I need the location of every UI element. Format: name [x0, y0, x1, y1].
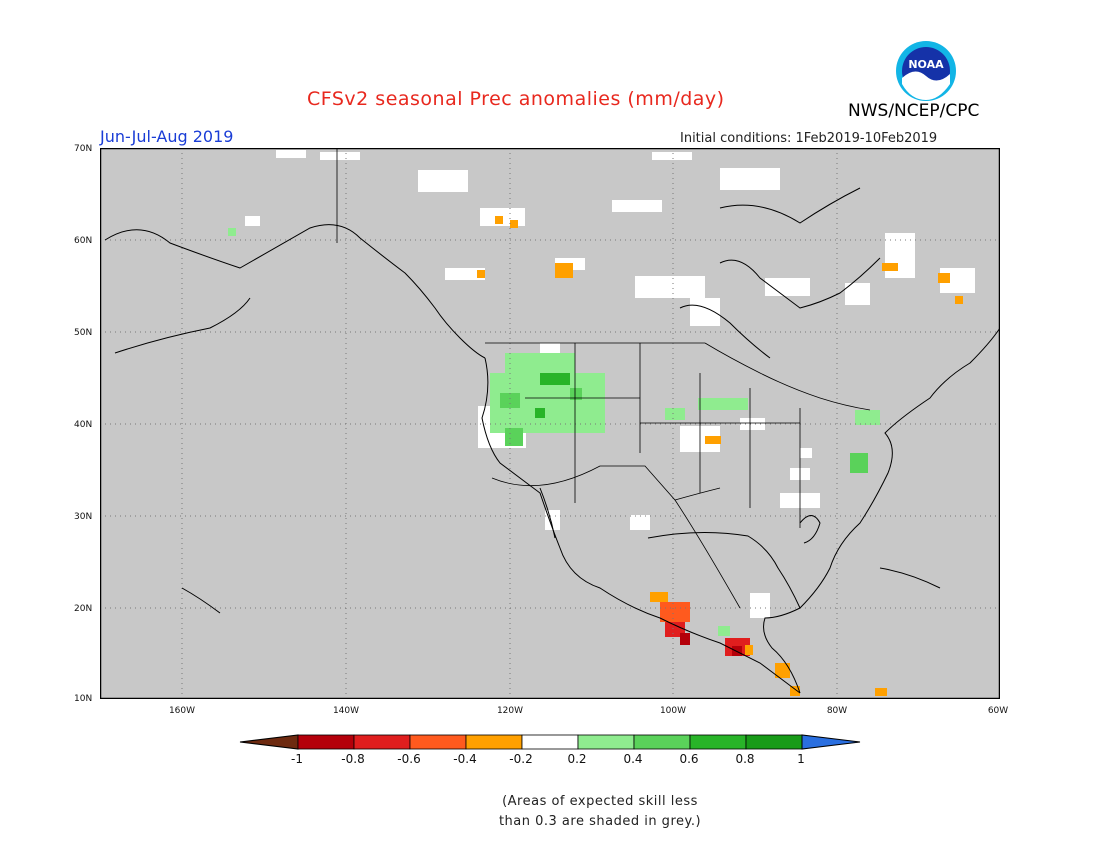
lat-label-50n: 50N — [74, 328, 93, 338]
colorbar-swatch — [577, 734, 635, 750]
lat-label-20n: 20N — [74, 604, 93, 614]
noaa-logo: NOAA — [896, 41, 956, 101]
positive-anomaly-patches — [228, 228, 880, 636]
colorbar-swatch — [521, 734, 579, 750]
chart-title: CFSv2 seasonal Prec anomalies (mm/day) — [307, 88, 725, 110]
coastlines — [104, 187, 1000, 694]
colorbar-swatches — [239, 734, 861, 750]
logo-text: NOAA — [908, 58, 944, 71]
colorbar — [239, 734, 861, 750]
colorbar-label-neg1: -1 — [291, 752, 303, 766]
lat-label-60n: 60N — [74, 236, 93, 246]
colorbar-swatch — [409, 734, 467, 750]
lon-label-60w: 60W — [987, 706, 1009, 716]
skill-note-line1: (Areas of expected skill less — [502, 794, 698, 809]
colorbar-label-0-2: 0.2 — [567, 752, 587, 766]
skill-note-line2: than 0.3 are shaded in grey.) — [498, 814, 702, 829]
lon-label-100w: 100W — [659, 706, 687, 716]
colorbar-label-neg0-2: -0.2 — [509, 752, 533, 766]
lon-label-140w: 140W — [332, 706, 360, 716]
lat-label-10n: 10N — [74, 694, 93, 704]
lon-label-120w: 120W — [496, 706, 524, 716]
colorbar-arrow-high — [801, 734, 861, 750]
season-label: Jun-Jul-Aug 2019 — [100, 127, 234, 146]
colorbar-swatch — [465, 734, 523, 750]
colorbar-label-0-6: 0.6 — [679, 752, 699, 766]
initial-conditions-label: Initial conditions: 1Feb2019-10Feb2019 — [680, 131, 938, 146]
colorbar-label-1: 1 — [797, 752, 805, 766]
colorbar-label-0-4: 0.4 — [623, 752, 643, 766]
map-frame — [100, 148, 1000, 699]
lon-label-80w: 80W — [826, 706, 848, 716]
colorbar-label-0-8: 0.8 — [735, 752, 755, 766]
colorbar-label-neg0-6: -0.6 — [397, 752, 421, 766]
political-borders — [336, 148, 871, 609]
precip-anomaly-map — [100, 148, 1000, 699]
negative-anomaly-patches — [477, 216, 963, 696]
agency-label: NWS/NCEP/CPC — [848, 101, 980, 121]
lat-label-30n: 30N — [74, 512, 93, 522]
colorbar-swatch — [633, 734, 691, 750]
colorbar-arrow-low — [239, 734, 299, 750]
lat-label-70n: 70N — [74, 144, 93, 154]
colorbar-swatch — [297, 734, 355, 750]
colorbar-swatch — [353, 734, 411, 750]
colorbar-swatch — [745, 734, 803, 750]
lon-label-160w: 160W — [168, 706, 196, 716]
colorbar-label-neg0-8: -0.8 — [341, 752, 365, 766]
colorbar-label-neg0-4: -0.4 — [453, 752, 477, 766]
gridlines — [100, 148, 1000, 699]
skill-note: (Areas of expected skill less than 0.3 a… — [460, 792, 740, 832]
colorbar-swatch — [689, 734, 747, 750]
lat-label-40n: 40N — [74, 420, 93, 430]
